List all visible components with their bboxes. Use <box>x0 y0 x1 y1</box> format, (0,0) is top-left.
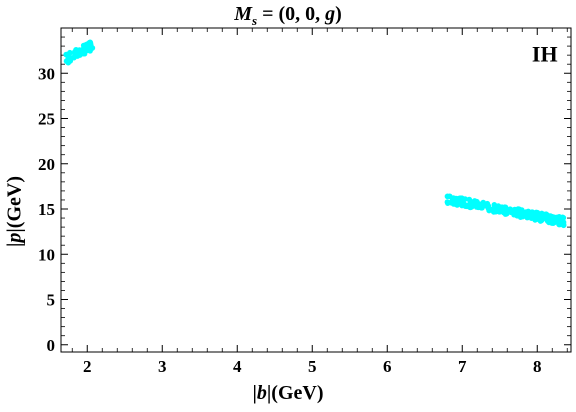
data-point <box>491 205 498 212</box>
data-point <box>449 199 456 205</box>
x-tick-label: 7 <box>458 357 467 376</box>
x-label-bar-close: | <box>266 382 272 404</box>
title-subscript: s <box>252 13 258 28</box>
x-label-var: b <box>256 382 267 404</box>
y-tick-label: 25 <box>38 110 55 129</box>
y-tick-label: 30 <box>38 64 55 83</box>
y-tick-label: 15 <box>38 200 55 219</box>
data-point <box>524 214 531 221</box>
data-point <box>529 212 535 218</box>
title-close: ) <box>335 3 342 25</box>
data-point <box>517 208 524 215</box>
data-point <box>548 215 555 222</box>
x-tick-label: 3 <box>158 357 167 376</box>
y-label-var: p <box>3 232 26 243</box>
y-label-bar-open: | <box>3 242 26 248</box>
data-point <box>444 193 451 200</box>
data-point <box>86 39 93 46</box>
x-tick-label: 8 <box>533 357 542 376</box>
chart-title: Ms = (0, 0, g) <box>0 3 576 29</box>
data-point <box>72 52 78 59</box>
data-point <box>65 59 72 66</box>
data-point <box>472 201 479 207</box>
x-tick-label: 5 <box>308 357 317 376</box>
data-point <box>476 204 483 210</box>
plot-frame <box>60 27 572 353</box>
title-rest: = (0, 0, <box>257 3 326 25</box>
data-point <box>73 46 79 53</box>
x-tick-label: 6 <box>383 357 392 376</box>
x-axis-label: |b|(GeV) <box>0 382 576 405</box>
data-point <box>560 222 567 229</box>
y-axis-label: |p|(GeV) <box>4 82 27 342</box>
data-point <box>456 200 463 206</box>
y-label-unit: (GeV) <box>3 176 26 229</box>
data-point <box>539 213 546 219</box>
x-label-bar-open: | <box>252 382 257 404</box>
data-point <box>495 208 502 215</box>
data-point <box>535 216 541 222</box>
data-point <box>456 195 462 202</box>
data-point <box>544 212 551 218</box>
y-tick-label: 10 <box>38 245 55 264</box>
data-point <box>511 211 517 218</box>
annotation-ih: IH <box>532 41 558 66</box>
y-tick-label: 0 <box>47 336 56 355</box>
data-point <box>483 202 490 209</box>
data-point <box>63 51 70 58</box>
title-main-symbol: M <box>234 3 252 25</box>
y-label-bar-close: | <box>3 228 26 233</box>
data-point <box>502 204 508 211</box>
title-italic-var: g <box>325 3 336 25</box>
y-tick-label: 5 <box>47 291 56 310</box>
data-point <box>86 46 93 53</box>
x-label-unit: (GeV) <box>271 382 324 404</box>
x-tick-label: 2 <box>83 357 92 376</box>
x-tick-label: 4 <box>233 357 242 376</box>
data-point <box>81 49 88 55</box>
y-tick-label: 20 <box>38 155 55 174</box>
